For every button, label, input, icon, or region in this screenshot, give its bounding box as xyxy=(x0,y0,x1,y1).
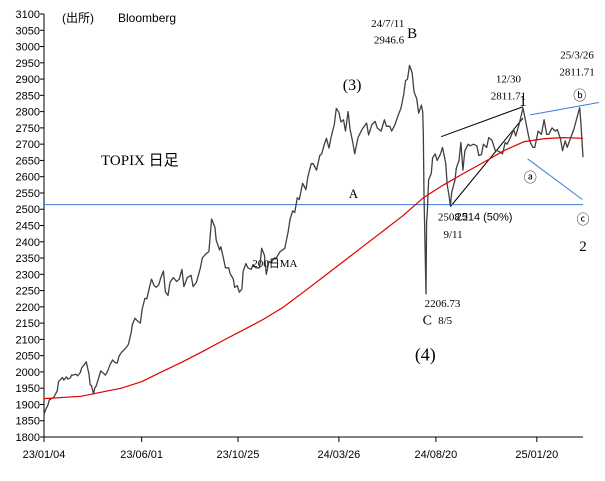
moving-average-200d-line xyxy=(43,137,584,400)
y-tick-label: 2750 xyxy=(16,123,40,135)
label-200ma: 200日MA xyxy=(252,258,297,270)
y-tick-label: 2300 xyxy=(16,269,40,281)
y-tick-label: 2400 xyxy=(16,237,40,249)
label-a-circle: ⓐ xyxy=(524,170,537,185)
x-tick-label: 24/08/20 xyxy=(414,449,457,461)
y-tick-label: 2900 xyxy=(16,74,40,86)
y-tick-label: 2250 xyxy=(16,286,40,298)
label-12-30-value: 2811.71 xyxy=(491,90,526,102)
x-tick-label: 23/06/01 xyxy=(120,449,163,461)
y-tick-label: 3000 xyxy=(16,42,40,54)
y-tick-label: 2600 xyxy=(16,172,40,184)
trend-lines xyxy=(44,102,599,207)
trend-line-1 xyxy=(440,106,524,138)
y-tick-label: 2000 xyxy=(16,367,40,379)
label-2206-value: 2206.73 xyxy=(425,298,461,310)
chart-annotations: 24/7/11 2946.6 B (3) A C (4) 2206.73 8/5 2508.2 9/… xyxy=(252,18,594,366)
y-tick-label: 2650 xyxy=(16,155,40,167)
y-tick-label: 2550 xyxy=(16,188,40,200)
y-tick-label: 1850 xyxy=(16,416,40,428)
label-2514: 2514 (50%) xyxy=(456,212,513,224)
label-24-7-11-value: 2946.6 xyxy=(374,34,405,46)
label-b-circle: ⓑ xyxy=(573,88,586,103)
y-tick-label: 2200 xyxy=(16,302,40,314)
source-note: (出所) xyxy=(62,11,94,25)
label-C: C xyxy=(423,314,432,329)
label-25-3-26-date: 25/3/26 xyxy=(560,49,594,61)
y-axis-ticks: 1800 1850 1900 1950 2000 2050 2100 2150 2200 2250… xyxy=(16,9,44,444)
trend-line-3 xyxy=(530,102,599,116)
y-tick-label: 2350 xyxy=(16,253,40,265)
label-2206-date: 8/5 xyxy=(438,315,453,327)
label-2508-value: 2508.2 xyxy=(438,212,468,224)
x-tick-label: 23/10/25 xyxy=(217,449,260,461)
y-tick-label: 2100 xyxy=(16,334,40,346)
y-tick-label: 2450 xyxy=(16,221,40,233)
label-A: A xyxy=(349,186,359,201)
label-c-circle: ⓒ xyxy=(576,212,589,227)
x-tick-label: 24/03/26 xyxy=(317,449,360,461)
label-wave-3: (3) xyxy=(343,77,362,94)
y-tick-label: 1800 xyxy=(16,432,40,444)
y-tick-label: 2050 xyxy=(16,351,40,363)
source-name: Bloomberg xyxy=(118,11,176,25)
y-tick-label: 2700 xyxy=(16,139,40,151)
y-tick-label: 2500 xyxy=(16,204,40,216)
x-tick-label: 25/01/20 xyxy=(515,449,558,461)
y-tick-label: 3050 xyxy=(16,25,40,37)
label-wave-4: (4) xyxy=(415,345,436,366)
label-25-3-26-value: 2811.71 xyxy=(559,66,594,78)
y-tick-label: 3100 xyxy=(16,9,40,21)
y-tick-label: 1950 xyxy=(16,383,40,395)
label-12-30-date: 12/30 xyxy=(496,73,522,85)
data-series xyxy=(43,64,584,416)
chart-title: TOPIX 日足 xyxy=(101,152,179,169)
x-tick-label: 23/01/04 xyxy=(23,449,66,461)
label-24-7-11-date: 24/7/11 xyxy=(371,18,404,30)
y-tick-label: 2150 xyxy=(16,318,40,330)
label-wave-2: 2 xyxy=(579,239,587,255)
y-tick-label: 2950 xyxy=(16,58,40,70)
label-wave-1: 1 xyxy=(519,93,527,110)
trend-line-2 xyxy=(450,117,524,207)
x-axis-ticks: 23/01/04 23/06/01 23/10/25 24/03/26 24/08/20… xyxy=(23,437,558,461)
topix-price-line xyxy=(43,64,584,416)
y-tick-label: 2850 xyxy=(16,90,40,102)
y-tick-label: 2800 xyxy=(16,107,40,119)
label-2508-date: 9/11 xyxy=(443,229,462,241)
trend-line-4 xyxy=(527,158,583,200)
label-B: B xyxy=(407,26,417,42)
y-tick-label: 1900 xyxy=(16,399,40,411)
